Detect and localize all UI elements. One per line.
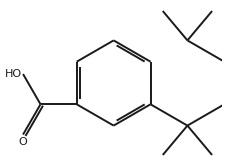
Text: O: O <box>19 137 27 147</box>
Text: HO: HO <box>5 69 22 79</box>
